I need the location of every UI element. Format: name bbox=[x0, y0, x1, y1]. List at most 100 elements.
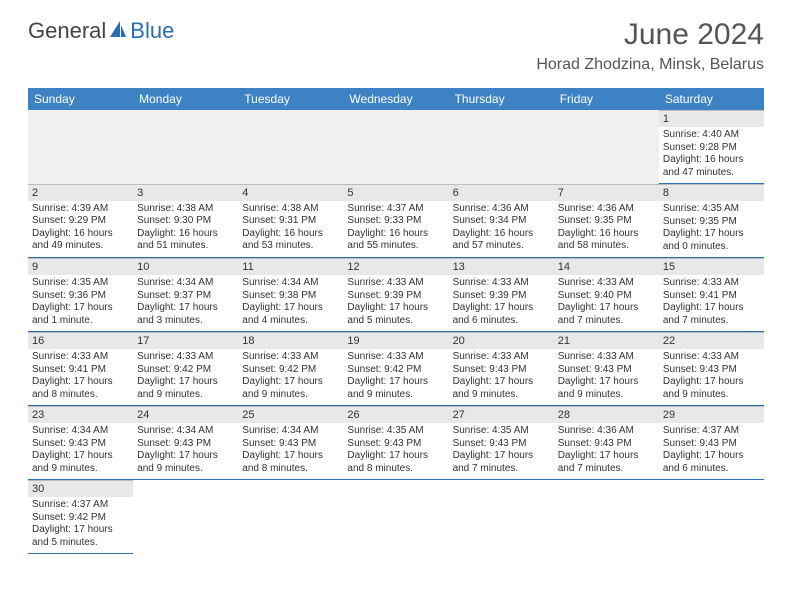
daylight-text: Daylight: 17 hours and 7 minutes. bbox=[558, 302, 655, 327]
calendar-empty-cell bbox=[133, 110, 238, 184]
day-details: Sunrise: 4:33 AMSunset: 9:40 PMDaylight:… bbox=[554, 275, 659, 331]
sunrise-text: Sunrise: 4:37 AM bbox=[347, 203, 444, 216]
day-number: 18 bbox=[238, 332, 343, 349]
sunset-text: Sunset: 9:42 PM bbox=[347, 364, 444, 377]
sunset-text: Sunset: 9:43 PM bbox=[558, 364, 655, 377]
day-number: 4 bbox=[238, 184, 343, 201]
daylight-text: Daylight: 17 hours and 9 minutes. bbox=[453, 376, 550, 401]
sunset-text: Sunset: 9:33 PM bbox=[347, 215, 444, 228]
day-details: Sunrise: 4:37 AMSunset: 9:42 PMDaylight:… bbox=[28, 497, 133, 553]
weekday-header: Saturday bbox=[659, 88, 764, 110]
calendar-day-cell: 10Sunrise: 4:34 AMSunset: 9:37 PMDayligh… bbox=[133, 258, 238, 332]
logo-text-blue: Blue bbox=[130, 18, 174, 44]
calendar-week-row: 9Sunrise: 4:35 AMSunset: 9:36 PMDaylight… bbox=[28, 258, 764, 332]
sunset-text: Sunset: 9:29 PM bbox=[32, 215, 129, 228]
day-number: 30 bbox=[28, 480, 133, 497]
daylight-text: Daylight: 17 hours and 9 minutes. bbox=[347, 376, 444, 401]
calendar-day-cell: 6Sunrise: 4:36 AMSunset: 9:34 PMDaylight… bbox=[449, 184, 554, 258]
calendar-body: 1Sunrise: 4:40 AMSunset: 9:28 PMDaylight… bbox=[28, 110, 764, 554]
sunrise-text: Sunrise: 4:39 AM bbox=[32, 203, 129, 216]
sunset-text: Sunset: 9:43 PM bbox=[137, 438, 234, 451]
weekday-header-row: Sunday Monday Tuesday Wednesday Thursday… bbox=[28, 88, 764, 110]
day-details: Sunrise: 4:35 AMSunset: 9:35 PMDaylight:… bbox=[659, 201, 764, 257]
sunset-text: Sunset: 9:43 PM bbox=[242, 438, 339, 451]
daylight-text: Daylight: 16 hours and 58 minutes. bbox=[558, 228, 655, 253]
sunrise-text: Sunrise: 4:35 AM bbox=[347, 425, 444, 438]
calendar-empty-cell bbox=[133, 480, 238, 554]
daylight-text: Daylight: 16 hours and 55 minutes. bbox=[347, 228, 444, 253]
calendar-day-cell: 27Sunrise: 4:35 AMSunset: 9:43 PMDayligh… bbox=[449, 406, 554, 480]
day-number: 16 bbox=[28, 332, 133, 349]
day-details: Sunrise: 4:36 AMSunset: 9:43 PMDaylight:… bbox=[554, 423, 659, 479]
sunrise-text: Sunrise: 4:33 AM bbox=[663, 277, 760, 290]
day-details: Sunrise: 4:33 AMSunset: 9:39 PMDaylight:… bbox=[343, 275, 448, 331]
day-number: 3 bbox=[133, 184, 238, 201]
daylight-text: Daylight: 17 hours and 8 minutes. bbox=[242, 450, 339, 475]
sunrise-text: Sunrise: 4:33 AM bbox=[242, 351, 339, 364]
sunrise-text: Sunrise: 4:35 AM bbox=[453, 425, 550, 438]
calendar-week-row: 2 Sunrise: 4:39 AMSunset: 9:29 PM Daylight… bbox=[28, 184, 764, 258]
day-number: 22 bbox=[659, 332, 764, 349]
day-number: 2 bbox=[28, 184, 133, 201]
calendar-day-cell: 21Sunrise: 4:33 AMSunset: 9:43 PMDayligh… bbox=[554, 332, 659, 406]
day-number: 26 bbox=[343, 406, 448, 423]
day-details: Sunrise: 4:38 AMSunset: 9:31 PMDaylight:… bbox=[238, 201, 343, 257]
calendar-week-row: 16Sunrise: 4:33 AMSunset: 9:41 PMDayligh… bbox=[28, 332, 764, 406]
calendar-day-cell: 18Sunrise: 4:33 AMSunset: 9:42 PMDayligh… bbox=[238, 332, 343, 406]
calendar-empty-cell bbox=[449, 110, 554, 184]
sunrise-text: Sunrise: 4:33 AM bbox=[558, 351, 655, 364]
calendar-week-row: 1Sunrise: 4:40 AMSunset: 9:28 PMDaylight… bbox=[28, 110, 764, 184]
calendar-day-cell: 28Sunrise: 4:36 AMSunset: 9:43 PMDayligh… bbox=[554, 406, 659, 480]
sunrise-text: Sunrise: 4:33 AM bbox=[347, 351, 444, 364]
sunrise-text: Sunrise: 4:33 AM bbox=[558, 277, 655, 290]
sunset-text: Sunset: 9:42 PM bbox=[32, 512, 129, 525]
weekday-header: Monday bbox=[133, 88, 238, 110]
logo-sail-icon bbox=[108, 19, 128, 44]
day-details: Sunrise: 4:33 AMSunset: 9:41 PMDaylight:… bbox=[659, 275, 764, 331]
calendar-empty-cell bbox=[554, 110, 659, 184]
sunrise-text: Sunrise: 4:34 AM bbox=[137, 277, 234, 290]
day-details: Sunrise: 4:33 AMSunset: 9:43 PMDaylight:… bbox=[659, 349, 764, 405]
calendar-day-cell: 24Sunrise: 4:34 AMSunset: 9:43 PMDayligh… bbox=[133, 406, 238, 480]
sunrise-text: Sunrise: 4:38 AM bbox=[242, 203, 339, 216]
day-number: 28 bbox=[554, 406, 659, 423]
sunrise-text: Sunrise: 4:34 AM bbox=[32, 425, 129, 438]
day-details: Sunrise: 4:33 AMSunset: 9:41 PMDaylight:… bbox=[28, 349, 133, 405]
calendar-day-cell: 15Sunrise: 4:33 AMSunset: 9:41 PMDayligh… bbox=[659, 258, 764, 332]
day-number: 7 bbox=[554, 184, 659, 201]
calendar-day-cell: 11Sunrise: 4:34 AMSunset: 9:38 PMDayligh… bbox=[238, 258, 343, 332]
calendar-empty-cell bbox=[343, 110, 448, 184]
day-details: Sunrise: 4:35 AMSunset: 9:36 PMDaylight:… bbox=[28, 275, 133, 331]
calendar-day-cell: 14Sunrise: 4:33 AMSunset: 9:40 PMDayligh… bbox=[554, 258, 659, 332]
day-number: 21 bbox=[554, 332, 659, 349]
daylight-text: Daylight: 17 hours and 6 minutes. bbox=[453, 302, 550, 327]
calendar-day-cell: 12Sunrise: 4:33 AMSunset: 9:39 PMDayligh… bbox=[343, 258, 448, 332]
sunrise-text: Sunrise: 4:34 AM bbox=[137, 425, 234, 438]
day-number: 11 bbox=[238, 258, 343, 275]
sunset-text: Sunset: 9:43 PM bbox=[558, 438, 655, 451]
calendar-day-cell: 7Sunrise: 4:36 AMSunset: 9:35 PMDaylight… bbox=[554, 184, 659, 258]
sunset-text: Sunset: 9:38 PM bbox=[242, 290, 339, 303]
day-number: 17 bbox=[133, 332, 238, 349]
calendar-day-cell: 23Sunrise: 4:34 AMSunset: 9:43 PMDayligh… bbox=[28, 406, 133, 480]
calendar-week-row: 23Sunrise: 4:34 AMSunset: 9:43 PMDayligh… bbox=[28, 406, 764, 480]
calendar-empty-cell bbox=[659, 480, 764, 554]
sunrise-text: Sunrise: 4:40 AM bbox=[663, 129, 760, 142]
daylight-text: Daylight: 16 hours and 57 minutes. bbox=[453, 228, 550, 253]
sunset-text: Sunset: 9:43 PM bbox=[347, 438, 444, 451]
day-details: Sunrise: 4:33 AMSunset: 9:43 PMDaylight:… bbox=[449, 349, 554, 405]
sunset-text: Sunset: 9:36 PM bbox=[32, 290, 129, 303]
calendar-empty-cell bbox=[238, 480, 343, 554]
daylight-text: Daylight: 17 hours and 9 minutes. bbox=[137, 376, 234, 401]
day-details: Sunrise: 4:38 AMSunset: 9:30 PMDaylight:… bbox=[133, 201, 238, 257]
daylight-text: Daylight: 17 hours and 5 minutes. bbox=[347, 302, 444, 327]
daylight-text: Daylight: 17 hours and 0 minutes. bbox=[663, 228, 760, 253]
daylight-text: Daylight: 17 hours and 8 minutes. bbox=[347, 450, 444, 475]
calendar-empty-cell bbox=[343, 480, 448, 554]
sunrise-text: Sunrise: 4:33 AM bbox=[453, 351, 550, 364]
day-details: Sunrise: 4:34 AMSunset: 9:43 PMDaylight:… bbox=[28, 423, 133, 479]
sunset-text: Sunset: 9:43 PM bbox=[32, 438, 129, 451]
day-details: Sunrise: 4:33 AMSunset: 9:42 PMDaylight:… bbox=[133, 349, 238, 405]
calendar-day-cell: 30Sunrise: 4:37 AMSunset: 9:42 PMDayligh… bbox=[28, 480, 133, 554]
daylight-text: Daylight: 17 hours and 7 minutes. bbox=[663, 302, 760, 327]
